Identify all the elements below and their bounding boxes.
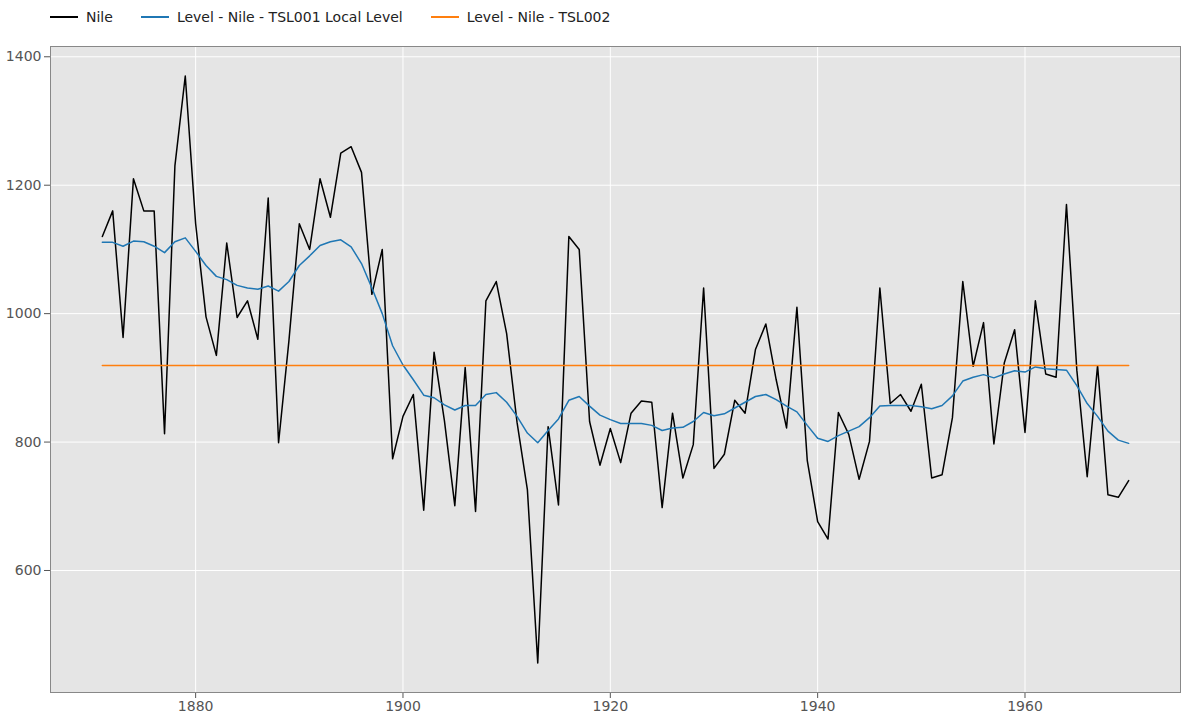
svg-text:1400: 1400: [6, 48, 42, 64]
svg-text:800: 800: [15, 434, 42, 450]
svg-text:1200: 1200: [6, 177, 42, 193]
html-text:Nile: Nile: [86, 9, 113, 25]
svg-text:600: 600: [15, 562, 42, 578]
svg-text:1000: 1000: [6, 305, 42, 321]
svg-text:1920: 1920: [592, 698, 628, 714]
svg-text:1880: 1880: [178, 698, 214, 714]
svg-text:1900: 1900: [385, 698, 421, 714]
svg-text:1940: 1940: [800, 698, 836, 714]
svg-text:1960: 1960: [1007, 698, 1043, 714]
html-text:Level - Nile - TSL001 Local Le: Level - Nile - TSL001 Local Level: [176, 9, 403, 25]
html-text:Level - Nile - TSL002: Level - Nile - TSL002: [466, 9, 611, 25]
